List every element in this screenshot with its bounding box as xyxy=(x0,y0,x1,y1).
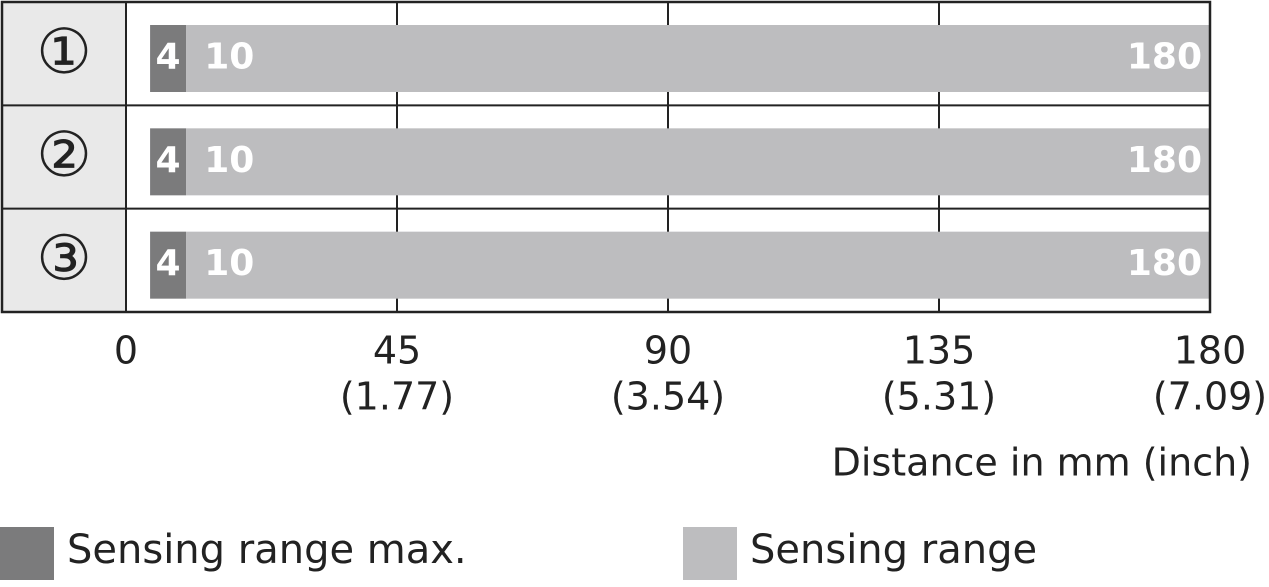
bar-label: 10 xyxy=(204,243,254,284)
bar-label: 10 xyxy=(204,140,254,181)
legend-label: Sensing range max. xyxy=(67,527,467,573)
x-axis-label: Distance in mm (inch) xyxy=(832,441,1252,485)
range-bar xyxy=(150,25,187,92)
x-tick-label: 135 xyxy=(903,329,976,373)
x-tick-label: 45 xyxy=(373,329,421,373)
range-bar xyxy=(186,231,1210,299)
category-label: ② xyxy=(36,118,92,191)
bar-label: 10 xyxy=(204,37,254,78)
frame xyxy=(0,0,1212,314)
x-tick-sublabel: (1.77) xyxy=(340,375,454,419)
bar-label: 180 xyxy=(1127,140,1202,181)
legend-label: Sensing range xyxy=(750,527,1037,573)
bar-label: 4 xyxy=(156,243,181,284)
range-bar xyxy=(186,25,1210,92)
x-tick-label: 90 xyxy=(644,329,692,373)
x-tick-label: 180 xyxy=(1174,329,1247,373)
category-column xyxy=(2,2,126,312)
x-tick-sublabel: (7.09) xyxy=(1153,375,1267,419)
category-label: ① xyxy=(36,15,92,88)
bar-label: 180 xyxy=(1127,243,1202,284)
range-bar xyxy=(150,231,187,299)
legend-swatch xyxy=(0,527,54,580)
x-tick-sublabel: (3.54) xyxy=(611,375,725,419)
category-label: ③ xyxy=(36,221,92,294)
x-tick-sublabel: (5.31) xyxy=(882,375,996,419)
bar-label: 4 xyxy=(156,140,181,181)
range-bar xyxy=(186,128,1210,196)
range-bar xyxy=(150,128,187,196)
bar-label: 4 xyxy=(156,37,181,78)
x-tick-label: 0 xyxy=(114,329,138,373)
bar-label: 180 xyxy=(1127,37,1202,78)
legend-swatch xyxy=(683,527,737,580)
